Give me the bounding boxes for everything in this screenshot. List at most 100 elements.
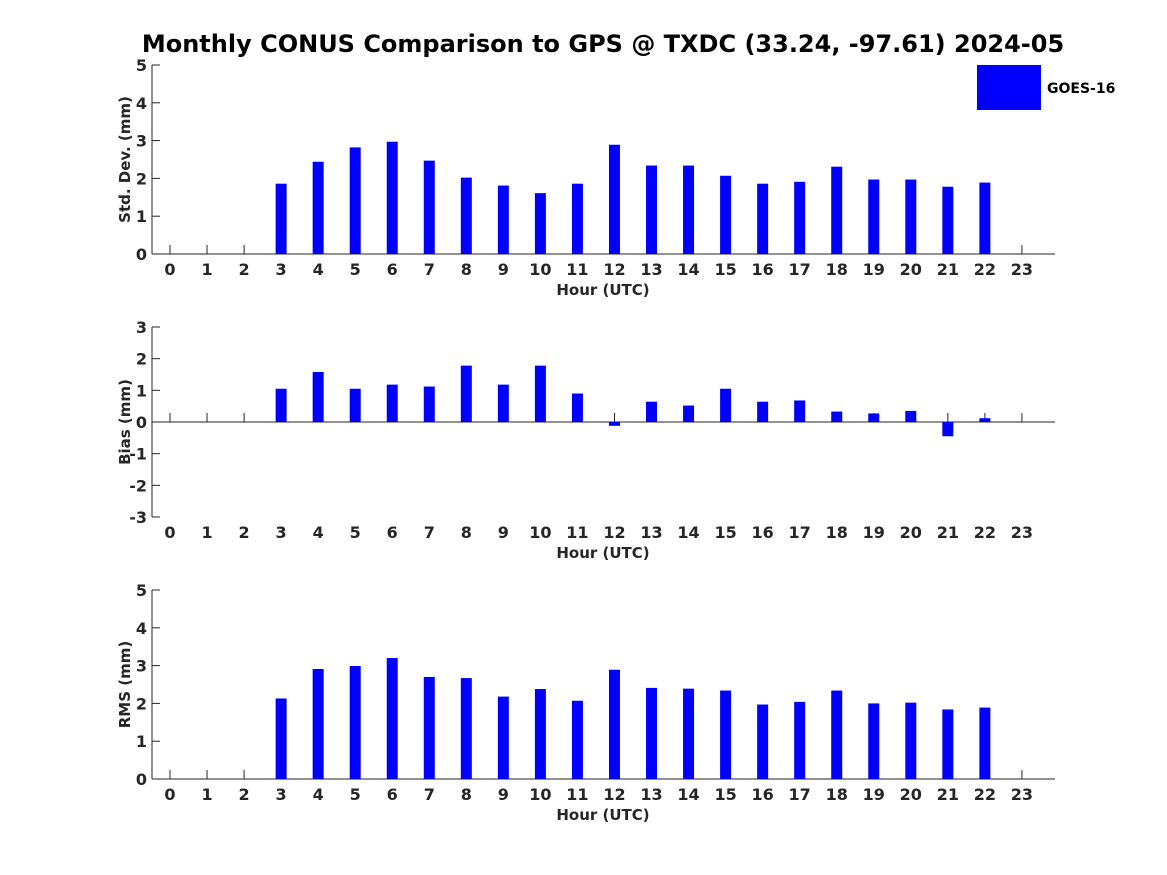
bar-hour-21 xyxy=(942,186,954,254)
bar-hour-6 xyxy=(386,141,398,254)
x-tick-label: 22 xyxy=(974,523,996,542)
bar-hour-17 xyxy=(794,701,806,779)
x-tick-label: 10 xyxy=(529,785,551,804)
y-axis-label: Std. Dev. (mm) xyxy=(116,96,134,223)
x-tick-label: 0 xyxy=(164,260,175,279)
bar-hour-20 xyxy=(905,179,917,254)
bar-hour-22 xyxy=(979,707,991,779)
bar-hour-10 xyxy=(534,365,546,422)
bar-hour-17 xyxy=(794,400,806,422)
bar-hour-11 xyxy=(571,183,583,254)
x-tick-label: 5 xyxy=(350,523,361,542)
x-tick-label: 7 xyxy=(424,785,435,804)
bar-hour-10 xyxy=(534,689,546,779)
y-tick-label: 0 xyxy=(136,413,147,432)
bar-hour-5 xyxy=(349,665,361,779)
x-tick-label: 2 xyxy=(239,785,250,804)
bar-hour-7 xyxy=(423,676,435,779)
x-axis-label: Hour (UTC) xyxy=(556,806,649,824)
bar-hour-15 xyxy=(720,388,732,422)
x-tick-label: 19 xyxy=(863,260,885,279)
x-tick-label: 16 xyxy=(752,260,774,279)
x-tick-label: 23 xyxy=(1011,260,1033,279)
x-tick-label: 22 xyxy=(974,785,996,804)
bar-hour-4 xyxy=(312,371,324,422)
bar-hour-5 xyxy=(349,147,361,254)
bar-hour-5 xyxy=(349,388,361,422)
y-tick-label: -3 xyxy=(129,508,147,527)
x-tick-label: 15 xyxy=(714,523,736,542)
bar-hour-16 xyxy=(757,704,769,779)
bar-hour-21 xyxy=(942,709,954,779)
x-tick-label: 15 xyxy=(714,260,736,279)
y-axis-label: RMS (mm) xyxy=(116,641,134,728)
x-tick-label: 22 xyxy=(974,260,996,279)
x-tick-label: 6 xyxy=(387,785,398,804)
bar-hour-17 xyxy=(794,181,806,254)
x-tick-label: 3 xyxy=(276,785,287,804)
x-tick-label: 4 xyxy=(313,260,324,279)
legend: GOES-16 xyxy=(977,65,1115,110)
x-tick-label: 10 xyxy=(529,523,551,542)
x-tick-label: 12 xyxy=(603,785,625,804)
bar-hour-19 xyxy=(868,413,880,422)
bar-hour-14 xyxy=(683,405,695,422)
x-tick-label: 20 xyxy=(900,260,922,279)
bar-hour-22 xyxy=(979,418,991,422)
y-tick-label: 2 xyxy=(136,694,147,713)
x-tick-label: 2 xyxy=(239,523,250,542)
x-tick-label: 21 xyxy=(937,260,959,279)
bar-hour-9 xyxy=(497,185,509,254)
x-tick-label: 7 xyxy=(424,523,435,542)
y-tick-label: 1 xyxy=(136,732,147,751)
y-tick-label: 4 xyxy=(136,94,147,113)
x-tick-label: 11 xyxy=(566,260,588,279)
bar-hour-21 xyxy=(942,422,954,437)
bar-hour-12 xyxy=(608,669,620,779)
bar-hour-4 xyxy=(312,161,324,254)
x-tick-label: 13 xyxy=(640,785,662,804)
x-tick-label: 6 xyxy=(387,523,398,542)
y-tick-label: -2 xyxy=(129,476,147,495)
bar-hour-19 xyxy=(868,179,880,254)
x-tick-label: 3 xyxy=(276,260,287,279)
bar-hour-13 xyxy=(646,687,658,779)
y-tick-label: 1 xyxy=(136,381,147,400)
y-tick-label: 4 xyxy=(136,619,147,638)
y-tick-label: 0 xyxy=(136,770,147,789)
x-tick-label: 1 xyxy=(201,523,212,542)
x-tick-label: 16 xyxy=(752,785,774,804)
x-tick-label: 6 xyxy=(387,260,398,279)
bar-hour-16 xyxy=(757,401,769,422)
legend-swatch xyxy=(977,65,1041,110)
y-tick-label: 3 xyxy=(136,318,147,337)
bar-hour-3 xyxy=(275,388,287,422)
bar-hour-15 xyxy=(720,175,732,254)
y-tick-label: 3 xyxy=(136,657,147,676)
x-tick-label: 20 xyxy=(900,523,922,542)
bar-hour-8 xyxy=(460,678,472,779)
bar-hour-10 xyxy=(534,193,546,254)
x-tick-label: 9 xyxy=(498,523,509,542)
x-tick-label: 11 xyxy=(566,523,588,542)
bar-hour-20 xyxy=(905,410,917,422)
x-tick-label: 23 xyxy=(1011,523,1033,542)
bar-hour-6 xyxy=(386,658,398,779)
y-tick-label: 2 xyxy=(136,169,147,188)
x-tick-label: 0 xyxy=(164,523,175,542)
chart-title: Monthly CONUS Comparison to GPS @ TXDC (… xyxy=(142,30,1064,58)
bar-hour-18 xyxy=(831,166,843,254)
bar-hour-7 xyxy=(423,160,435,254)
bar-hour-3 xyxy=(275,698,287,779)
bar-hour-18 xyxy=(831,690,843,779)
x-tick-label: 14 xyxy=(677,260,699,279)
x-tick-label: 8 xyxy=(461,260,472,279)
bar-hour-15 xyxy=(720,690,732,779)
x-tick-label: 9 xyxy=(498,785,509,804)
x-tick-label: 18 xyxy=(826,523,848,542)
x-tick-label: 17 xyxy=(789,785,811,804)
bar-hour-8 xyxy=(460,177,472,254)
x-tick-label: 19 xyxy=(863,523,885,542)
